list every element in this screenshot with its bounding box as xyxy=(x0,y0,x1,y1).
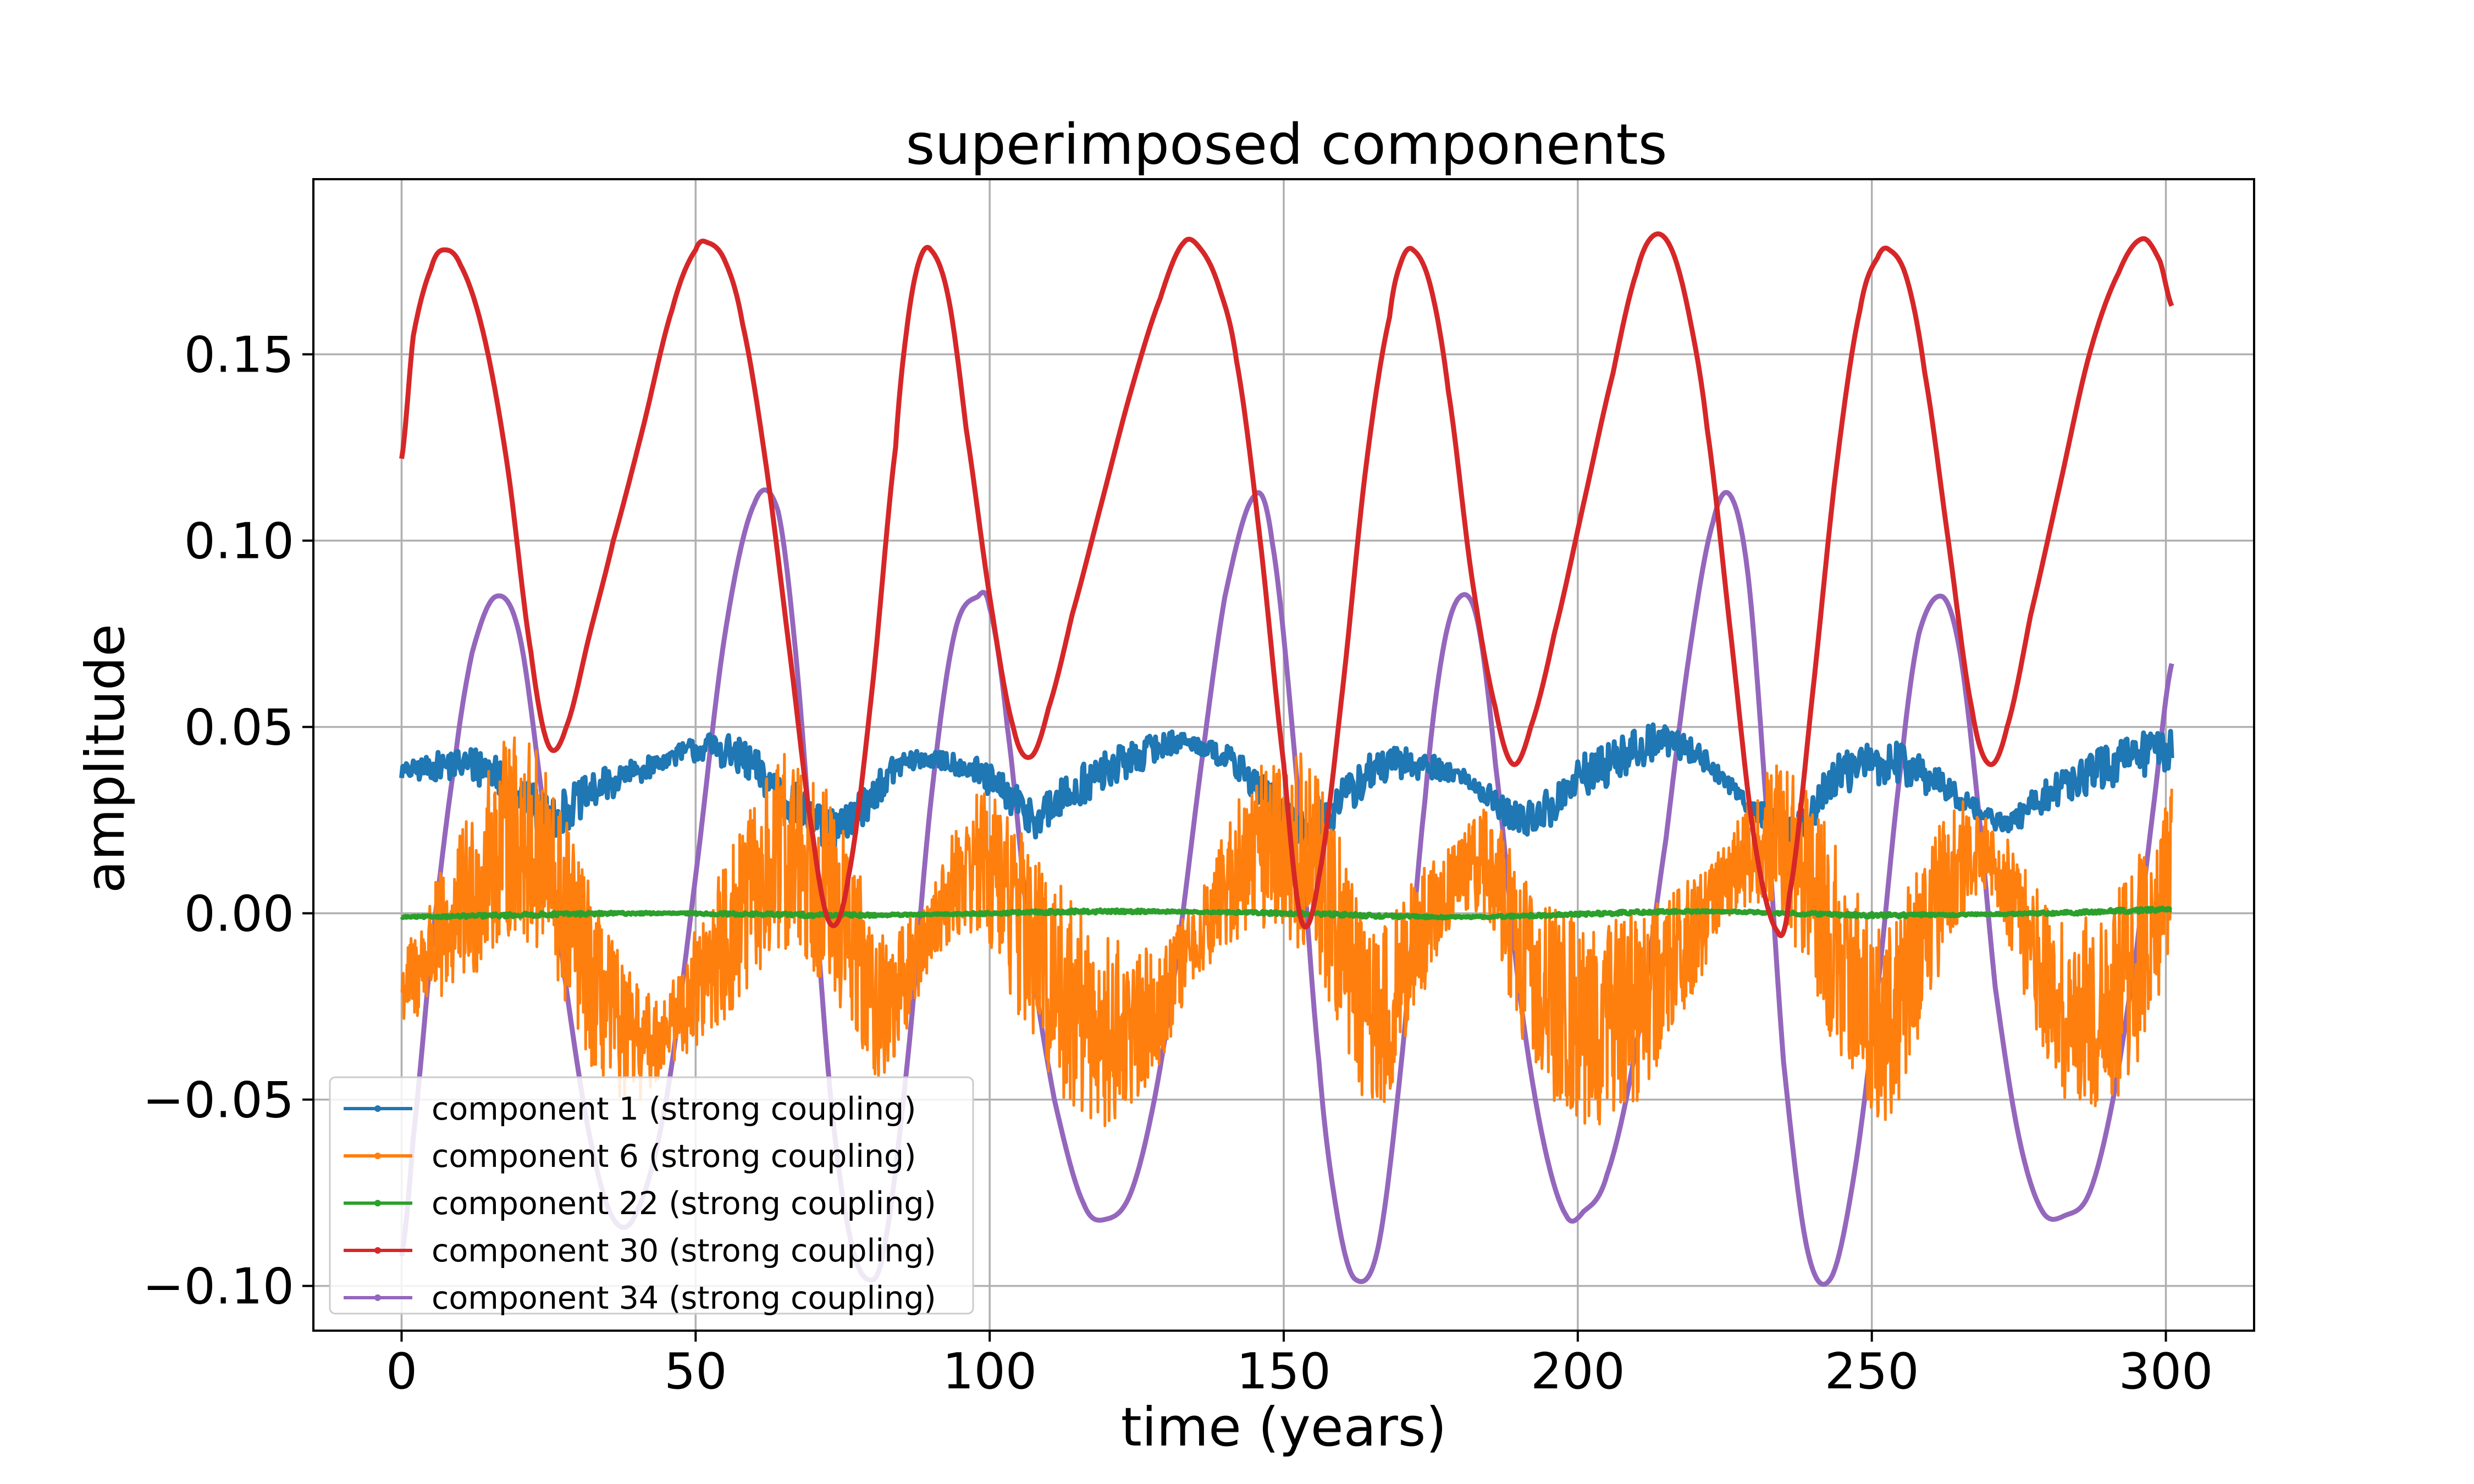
legend-marker xyxy=(374,1105,381,1112)
legend-label: component 1 (strong coupling) xyxy=(432,1091,916,1127)
legend-label: component 34 (strong coupling) xyxy=(432,1280,936,1316)
axis-ticks: 0 50 100 150 200 250 300 −0.10 −0.05 0.00 0.05 0.10… xyxy=(142,326,2213,1400)
x-tick-label: 300 xyxy=(2119,1343,2213,1400)
y-tick-label: 0.10 xyxy=(184,513,294,571)
y-axis-label: amplitude xyxy=(74,624,136,893)
y-tick-label: −0.05 xyxy=(142,1072,294,1129)
y-tick-label: 0.15 xyxy=(184,326,294,384)
series-layer xyxy=(399,231,2174,1287)
x-tick-label: 150 xyxy=(1236,1343,1331,1400)
legend-marker xyxy=(374,1200,381,1206)
legend-marker xyxy=(374,1247,381,1254)
legend-label: component 30 (strong coupling) xyxy=(432,1233,936,1269)
x-axis-label: time (years) xyxy=(1121,1396,1447,1458)
x-tick-label: 250 xyxy=(1825,1343,1919,1400)
chart-title: superimposed components xyxy=(905,112,1667,178)
x-tick-label: 100 xyxy=(942,1343,1037,1400)
x-tick-label: 50 xyxy=(664,1343,727,1400)
series-line xyxy=(400,905,2173,921)
legend-label: component 22 (strong coupling) xyxy=(432,1186,936,1222)
x-tick-label: 0 xyxy=(386,1343,417,1400)
legend-marker xyxy=(374,1294,381,1301)
series-line xyxy=(399,231,2174,938)
legend-label: component 6 (strong coupling) xyxy=(432,1138,916,1175)
y-tick-label: 0.05 xyxy=(184,699,294,757)
legend: component 1 (strong coupling) component 6… xyxy=(329,1076,974,1316)
legend-box xyxy=(329,1076,974,1315)
y-tick-label: 0.00 xyxy=(184,885,294,943)
x-tick-label: 200 xyxy=(1531,1343,1625,1400)
legend-marker xyxy=(374,1153,381,1159)
y-tick-label: −0.10 xyxy=(142,1258,294,1316)
